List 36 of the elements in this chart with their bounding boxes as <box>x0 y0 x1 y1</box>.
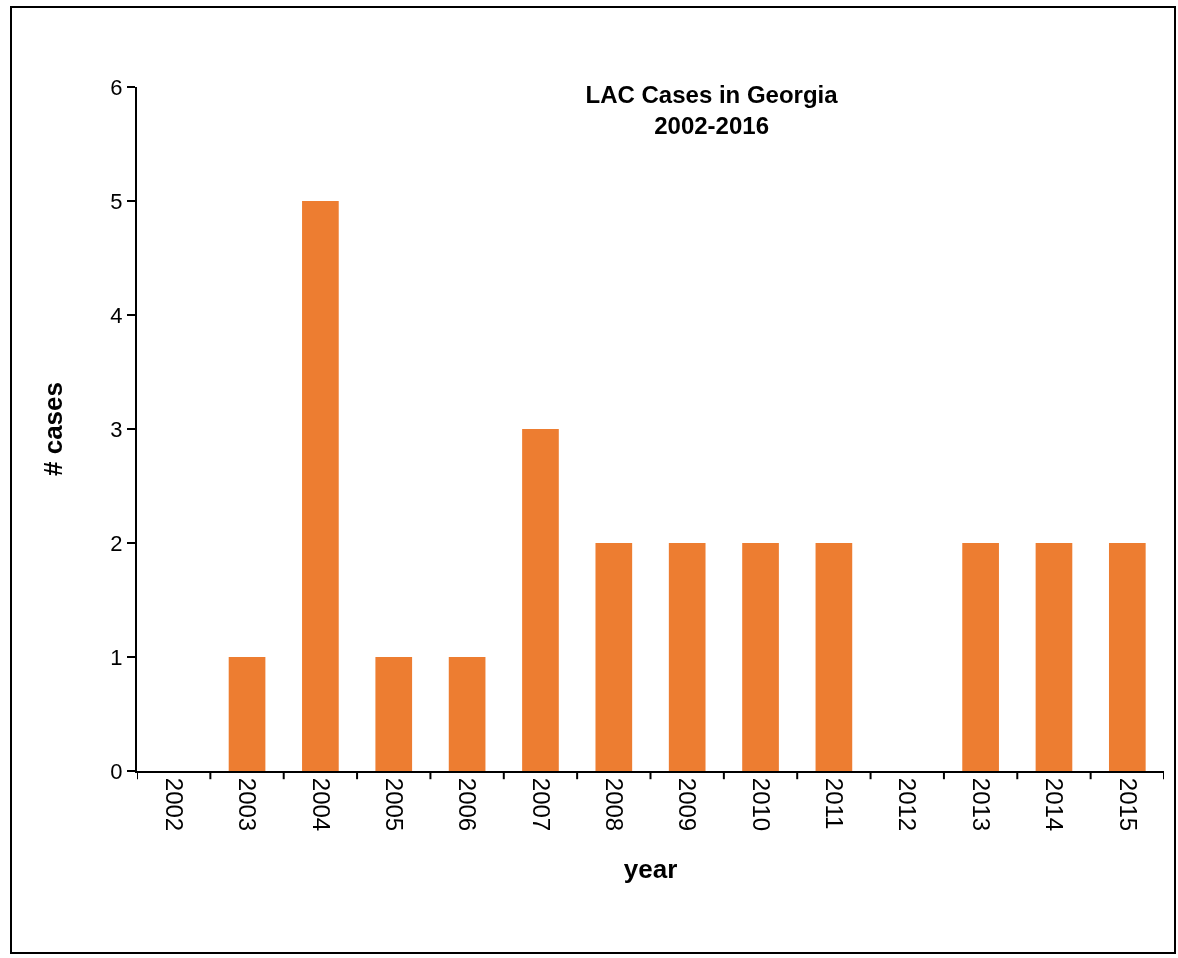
x-tick-label: 2007 <box>527 777 555 832</box>
bar <box>375 657 413 771</box>
x-tick-label: 2012 <box>894 777 922 832</box>
x-tick-label: 2002 <box>160 777 188 832</box>
y-tick-label: 5 <box>110 188 123 214</box>
bar <box>448 657 486 771</box>
bar <box>1108 543 1146 771</box>
y-tick-label: 0 <box>110 758 123 784</box>
bar <box>302 201 339 771</box>
y-axis-title: # cases <box>38 382 69 476</box>
bar <box>522 429 559 771</box>
bar <box>668 543 706 771</box>
x-tick-label: 2014 <box>1041 777 1069 832</box>
y-tick-label: 3 <box>110 416 123 442</box>
y-tick-label: 6 <box>110 74 123 100</box>
x-tick-label: 2008 <box>601 777 629 832</box>
bar <box>228 657 266 771</box>
x-tick-label: 2015 <box>1114 777 1142 832</box>
x-tick-label: 2005 <box>380 777 408 832</box>
bar <box>742 543 779 771</box>
y-tick-label: 2 <box>110 530 123 556</box>
bar <box>595 543 633 771</box>
x-tick-label: 2006 <box>454 777 482 832</box>
x-tick-label: 2010 <box>747 777 775 832</box>
y-tick-label: 4 <box>110 302 123 328</box>
chart-title: LAC Cases in Georgia 2002-2016 <box>585 80 839 139</box>
bar <box>815 543 853 771</box>
x-tick-label: 2011 <box>821 777 849 830</box>
x-tick-label: 2004 <box>307 777 335 832</box>
x-tick-label: 2009 <box>674 777 702 832</box>
x-tick-label: 2013 <box>967 777 995 832</box>
x-tick-label: 2003 <box>234 777 262 832</box>
y-tick-label: 1 <box>110 644 123 670</box>
x-axis-title: year <box>623 854 678 885</box>
bar <box>962 543 999 771</box>
bar <box>1035 543 1073 771</box>
